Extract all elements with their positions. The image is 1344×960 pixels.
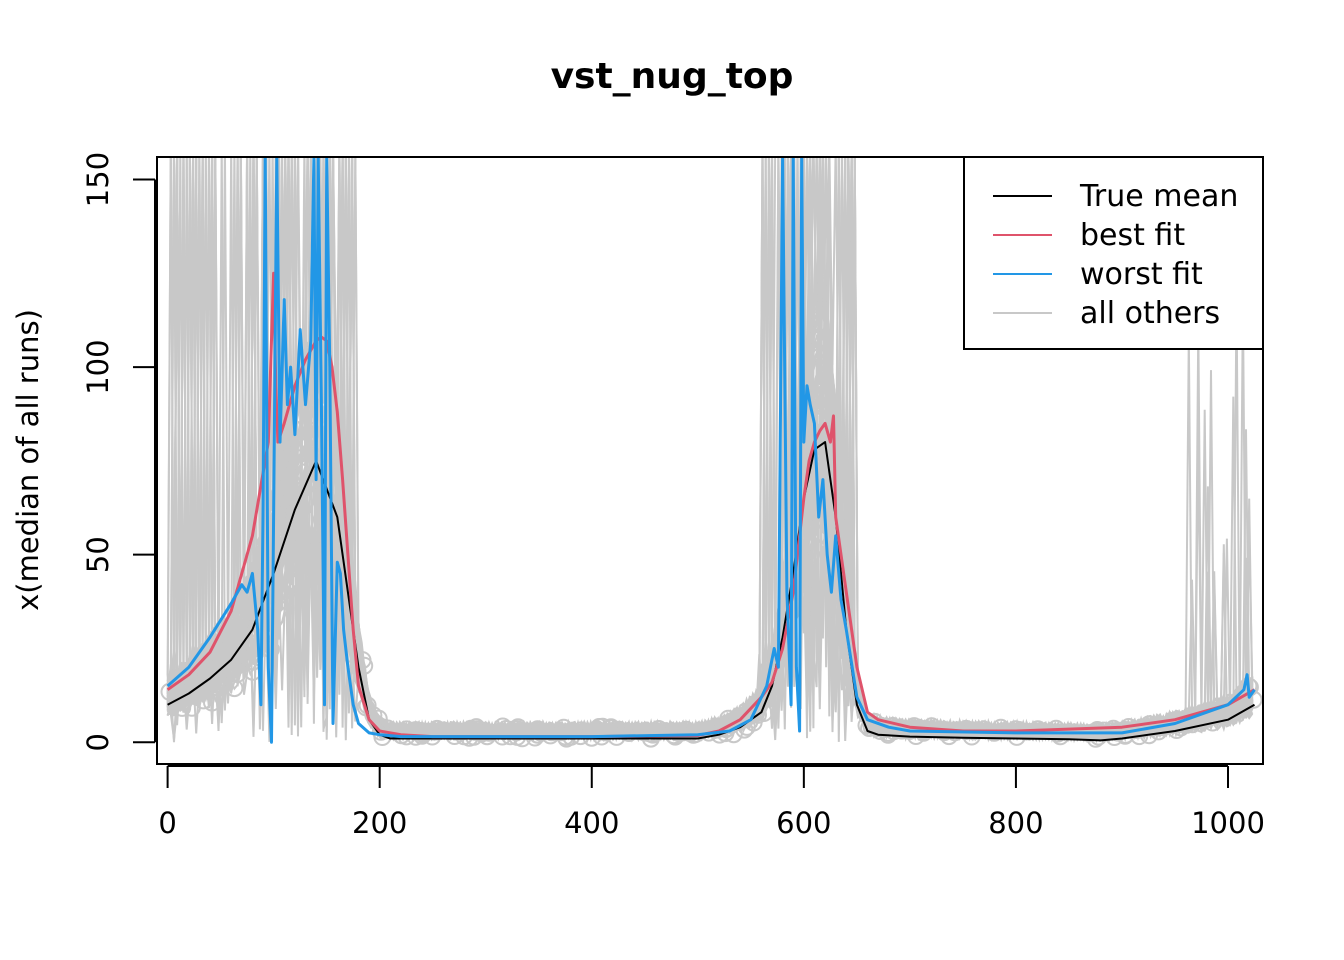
other-run-point — [246, 644, 264, 663]
other-run-point — [1203, 713, 1222, 732]
other-run-point — [425, 722, 444, 741]
main-series-lines — [166, 157, 1256, 744]
y-tick-label: 50 — [81, 536, 115, 573]
other-run-point — [194, 691, 213, 710]
other-run-point — [219, 641, 237, 660]
legend-label: best fit — [1080, 218, 1185, 253]
other-run-point — [196, 650, 215, 669]
series-line-worst-fit — [166, 157, 1256, 744]
other-run-point — [531, 723, 550, 742]
legend-box — [963, 156, 1264, 350]
other-run-point — [225, 679, 244, 698]
other-run-point — [620, 724, 638, 742]
legend-label: True mean — [1079, 179, 1238, 214]
other-run-point — [170, 688, 189, 706]
other-run-point — [507, 723, 526, 742]
x-tick-label: 800 — [988, 806, 1043, 840]
other-run-point — [203, 693, 221, 712]
y-tick-label: 0 — [81, 733, 115, 751]
other-run-point — [228, 665, 247, 683]
other-run-point — [173, 698, 192, 717]
axes: 0 200 400 600 800 1000 0 50 100 150 — [81, 152, 1265, 840]
other-run-point — [182, 685, 201, 704]
legend-label: all others — [1080, 296, 1220, 331]
other-run-point — [708, 720, 727, 739]
other-run-point — [472, 724, 491, 743]
x-tick-label: 200 — [352, 806, 407, 840]
chart-title: vst_nug_top — [550, 56, 794, 97]
y-tick-label: 150 — [81, 152, 115, 207]
other-run-point — [353, 651, 372, 670]
x-tick-label: 400 — [564, 806, 619, 840]
x-tick-label: 600 — [776, 806, 831, 840]
other-run-point — [940, 727, 958, 746]
other-run-point — [1007, 727, 1026, 746]
other-run-point — [991, 718, 1010, 737]
x-tick-label: 1000 — [1191, 806, 1265, 840]
legend-label: worst fit — [1080, 257, 1203, 292]
legend: True mean best fit worst fit all others — [963, 156, 1264, 350]
other-run-point — [223, 625, 242, 644]
plot-frame — [156, 156, 1264, 765]
x-tick-label: 0 — [158, 806, 176, 840]
y-tick-label: 100 — [81, 339, 115, 394]
other-run-point — [1130, 727, 1149, 746]
y-axis-label: x(median of all runs) — [11, 309, 45, 611]
other-run-point — [762, 673, 781, 692]
